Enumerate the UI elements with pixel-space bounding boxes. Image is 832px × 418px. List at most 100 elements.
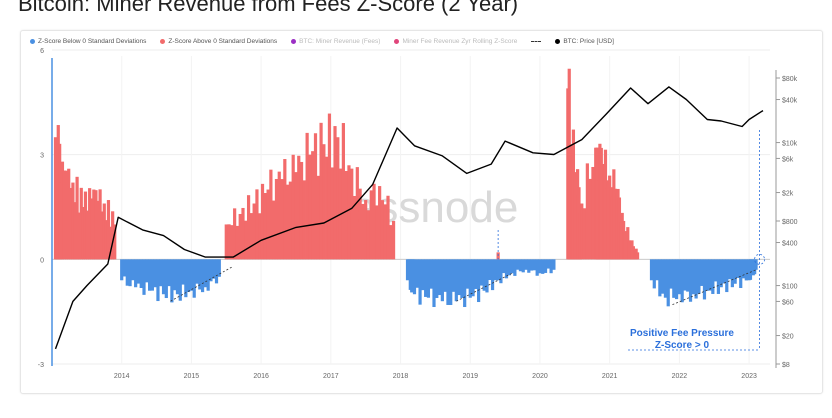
zscore-bar — [233, 208, 237, 260]
zscore-bar — [504, 259, 509, 279]
zscore-bar — [305, 132, 309, 260]
zscore-bar — [352, 196, 357, 260]
zscore-bar — [252, 203, 256, 260]
zscore-bar — [541, 259, 545, 274]
zscore-bar — [350, 168, 354, 260]
zscore-bar — [543, 259, 548, 273]
zscore-bar — [230, 225, 234, 260]
zscore-bar — [122, 259, 127, 277]
zscore-bar — [669, 259, 673, 289]
zscore-bar — [139, 259, 143, 288]
legend-item[interactable]: Z-Score Below 0 Standard Deviations — [30, 38, 146, 45]
zscore-bar — [479, 259, 484, 286]
zscore-bar — [451, 259, 456, 292]
zscore-bar — [94, 190, 98, 260]
y-left-tick-label: -3 — [38, 362, 44, 369]
legend-item[interactable]: BTC: Price [USD] — [555, 38, 614, 45]
zscore-bar — [156, 259, 160, 302]
zscore-bar — [588, 178, 592, 260]
zscore-bar — [524, 259, 528, 270]
zscore-bar — [415, 259, 419, 288]
x-tick-label: 2022 — [672, 373, 688, 380]
axes: -3 0 3 6 2014 2015 2016 2017 2018 2019 2020 2021 202… — [38, 48, 798, 380]
zscore-bar — [67, 168, 71, 260]
zscore-bar — [661, 259, 665, 294]
zscore-bar — [471, 259, 475, 297]
zscore-bar — [203, 259, 207, 288]
zscore-bar — [521, 259, 525, 273]
zscore-bar — [412, 259, 417, 295]
x-tick-label: 2020 — [532, 373, 548, 380]
zscore-bar — [85, 210, 90, 260]
zscore-bar — [102, 203, 106, 260]
legend-label: BTC: Miner Revenue (Fees) — [299, 38, 381, 45]
zscore-bar — [538, 259, 542, 274]
zscore-bar — [705, 259, 709, 291]
zscore-bar — [131, 259, 135, 281]
zscore-bar — [106, 200, 111, 260]
zscore-bar — [435, 259, 439, 298]
zscore-bar — [421, 259, 425, 291]
zscore-bar — [727, 259, 732, 280]
zscore-bar — [302, 180, 306, 260]
zscore-bar — [266, 189, 270, 260]
zscore-bar — [347, 165, 351, 260]
zscore-bar — [658, 259, 662, 297]
zscore-bar — [62, 170, 67, 260]
zscore-bar — [582, 208, 587, 260]
zscore-bar — [711, 259, 715, 294]
zscore-bar — [516, 259, 520, 270]
zscore-bar — [549, 259, 553, 274]
zscore-bar — [591, 166, 595, 260]
zscore-bar — [260, 183, 265, 260]
zscore-bar — [744, 259, 748, 281]
zscore-bar — [391, 220, 396, 260]
zscore-bar — [145, 259, 149, 283]
zscore-bar — [161, 259, 166, 295]
zscore-bar — [344, 170, 348, 260]
zscore-bar — [217, 259, 221, 277]
legend-label: Miner Fee Revenue Zyr Rolling Z-Score — [402, 38, 518, 45]
zscore-bar — [552, 259, 556, 270]
zscore-bar — [477, 259, 481, 303]
zscore-bar — [719, 259, 723, 288]
chart-title: Bitcoin: Miner Revenue from Fees Z-Score… — [18, 0, 519, 16]
annotation: Positive Fee Pressure Z-Score > 0 — [630, 328, 734, 351]
zscore-bar — [482, 259, 486, 291]
x-tick-label: 2019 — [462, 373, 478, 380]
zscore-bar — [274, 178, 279, 260]
zscore-bar — [672, 259, 676, 298]
zscore-bar — [147, 259, 152, 291]
zscore-bar — [474, 259, 478, 289]
legend-item[interactable]: BTC: Miner Revenue (Fees) — [291, 38, 380, 45]
zscore-bar — [739, 259, 743, 289]
zscore-bar — [159, 259, 163, 287]
price-line-group — [54, 86, 764, 350]
zscore-bar — [465, 259, 470, 289]
zscore-bar — [386, 195, 390, 260]
zscore-bar — [722, 259, 726, 284]
y-right-tick-label: $2k — [782, 191, 794, 198]
zscore-bar — [244, 220, 248, 260]
zscore-bar — [178, 259, 182, 301]
zscore-bar — [92, 189, 96, 260]
y-right-tick-label: $20 — [782, 334, 794, 341]
legend-item[interactable] — [531, 38, 542, 45]
zscore-bar — [468, 259, 472, 298]
zscore-bar — [546, 259, 550, 269]
zscore-bar — [128, 259, 132, 287]
zscore-bar — [702, 259, 707, 300]
zscore-bar — [736, 259, 740, 278]
legend-item[interactable]: Miner Fee Revenue Zyr Rolling Z-Score — [394, 38, 517, 45]
zscore-bar — [60, 161, 65, 260]
y-right-tick-label: $100 — [782, 284, 798, 291]
zscore-bar — [683, 259, 687, 291]
zscore-bar — [200, 259, 205, 293]
zscore-bar — [181, 259, 185, 285]
zscore-bar — [206, 259, 210, 291]
legend-item[interactable]: Z-Score Above 0 Standard Deviations — [160, 38, 277, 45]
y-right-tick-label: $40k — [782, 98, 798, 105]
zscore-bar — [688, 259, 693, 302]
zscore-bar — [316, 175, 320, 260]
chart-card — [20, 30, 823, 394]
